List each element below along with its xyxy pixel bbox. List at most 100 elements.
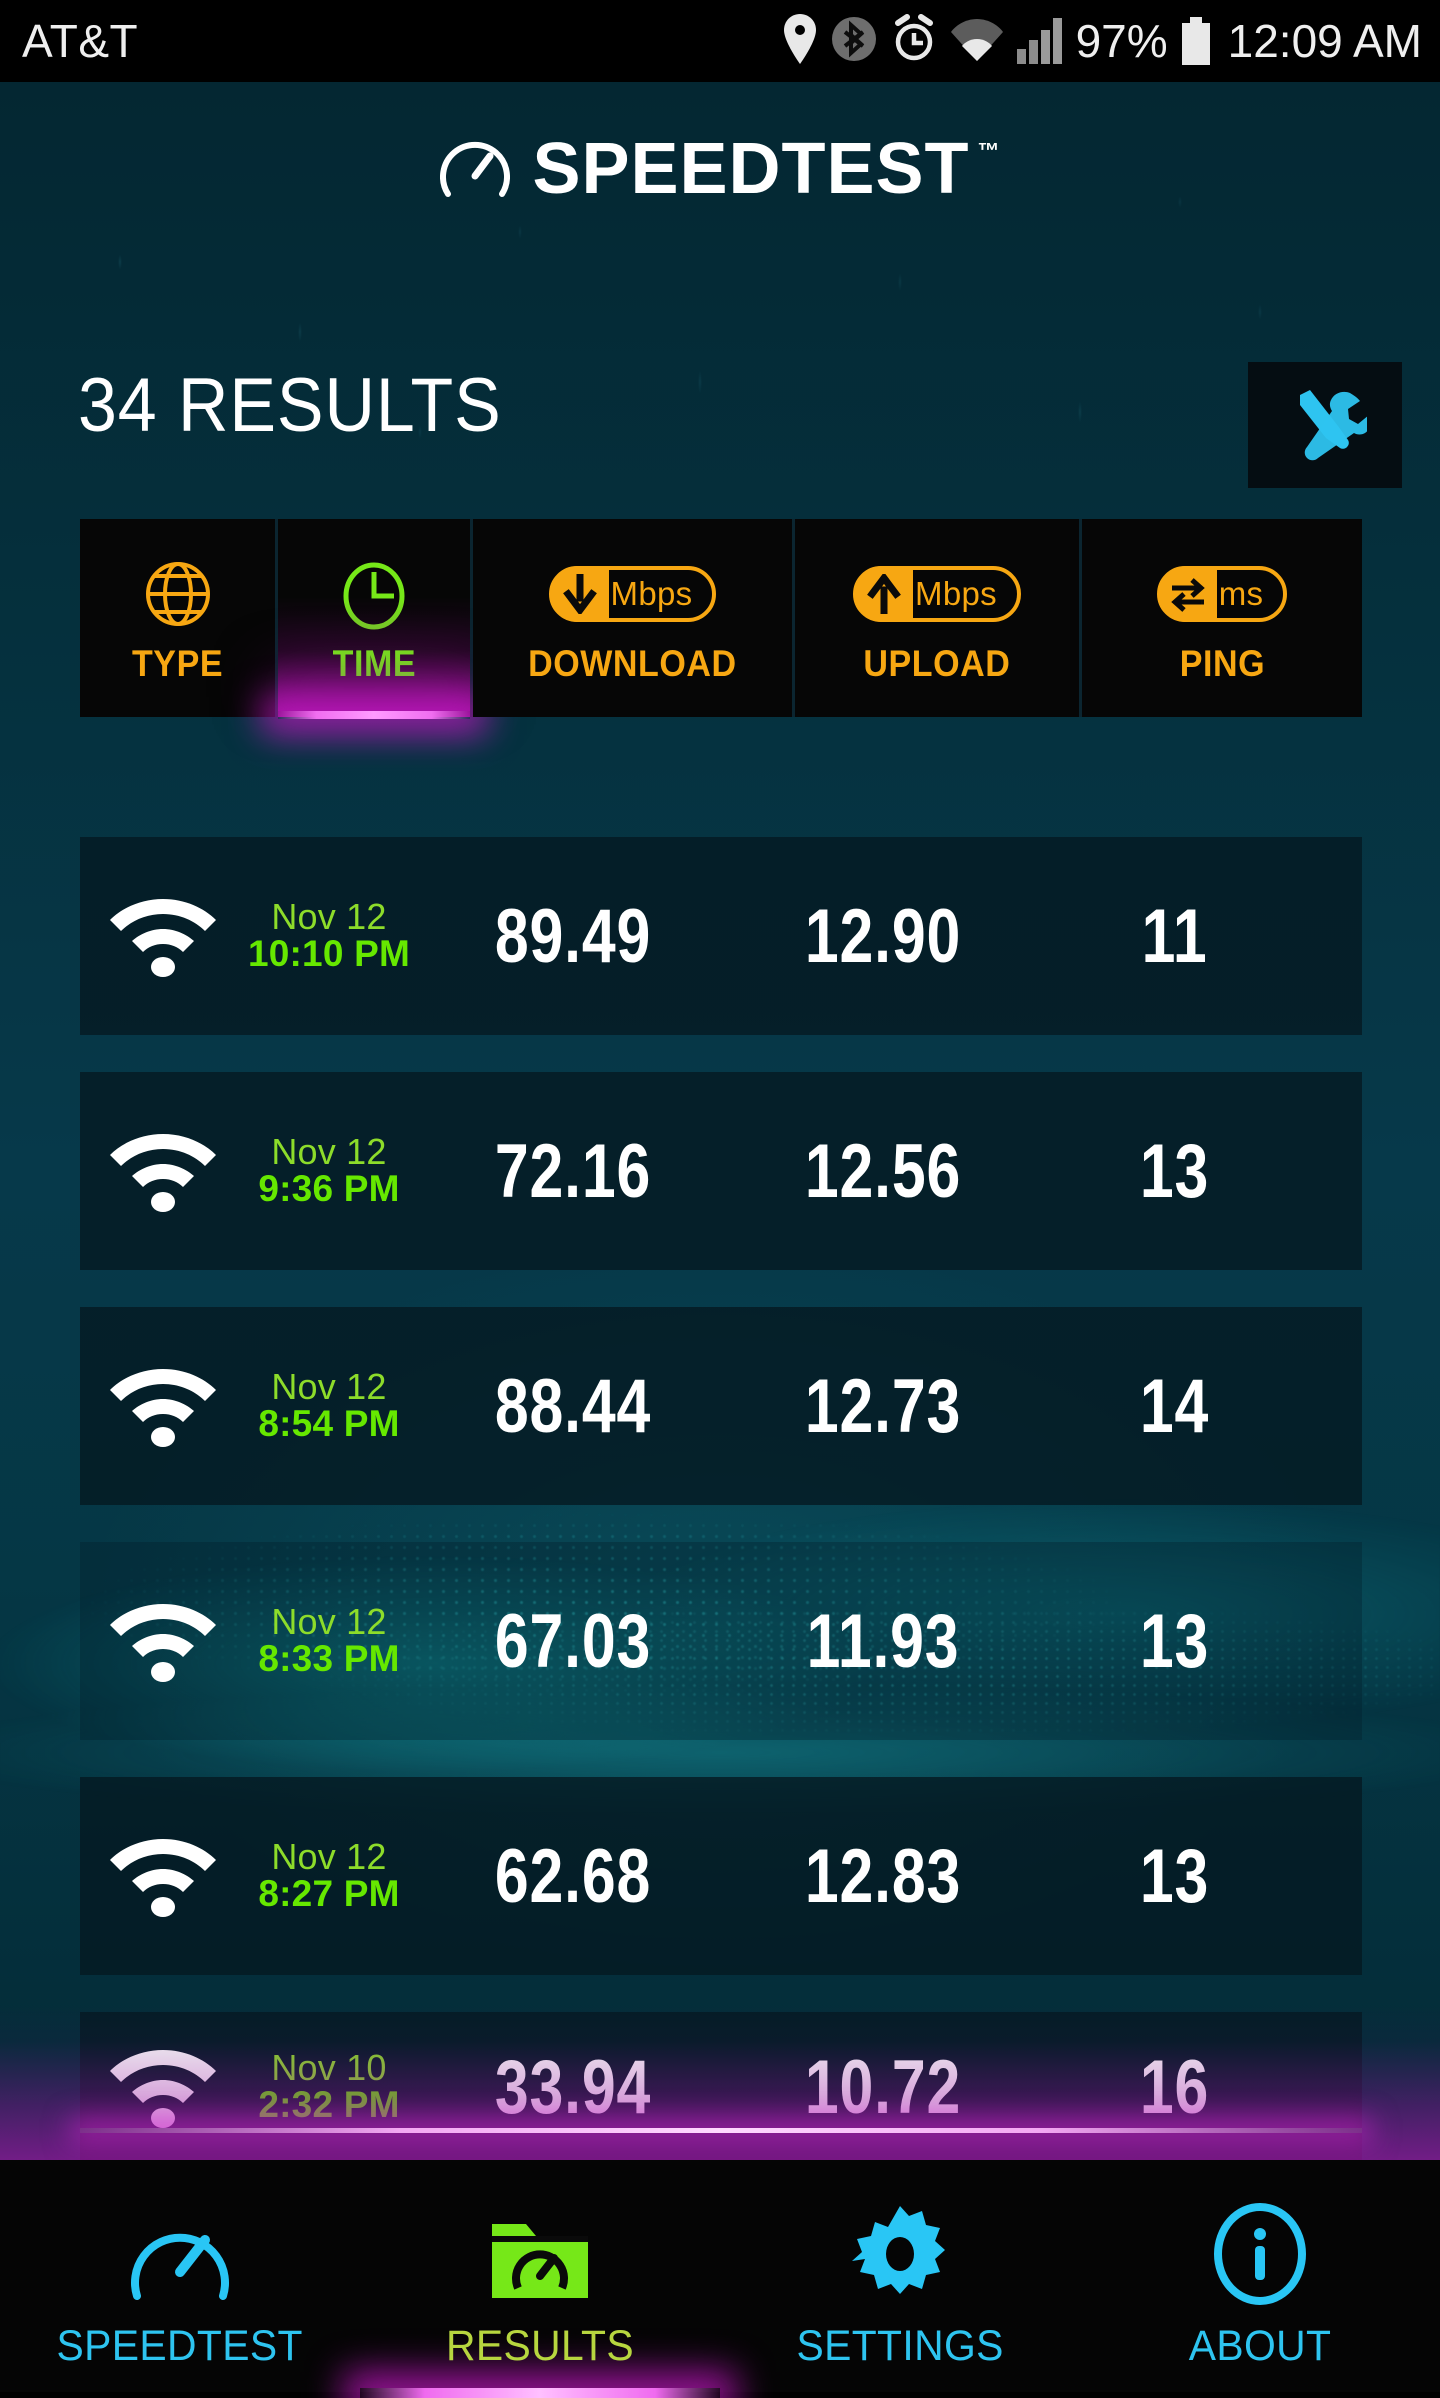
clock-label: 12:09 AM — [1227, 15, 1422, 67]
result-date: Nov 12 — [271, 1835, 387, 1877]
clock-icon — [334, 551, 414, 637]
tab-ping[interactable]: ms PING — [1082, 519, 1362, 717]
tab-time-label: TIME — [332, 643, 416, 684]
gear-icon — [848, 2182, 952, 2306]
tab-ping-unit: ms — [1218, 575, 1264, 612]
nav-item-speedtest-label: SPEEDTEST — [56, 2321, 304, 2370]
status-bar: AT&T 97% 12:09 AM — [0, 0, 1440, 82]
sort-column-tabs[interactable]: TYPE TIME Mbps DOWNLOAD — [80, 519, 1362, 719]
wifi-icon — [80, 1128, 246, 1214]
result-date: Nov 12 — [271, 895, 387, 937]
result-date: Nov 12 — [271, 1600, 387, 1642]
result-timestamp: Nov 12 10:10 PM — [246, 895, 412, 975]
app-body: SPEEDTEST ™ 34 RESULTS — [0, 82, 1440, 2160]
result-download: 33.94 — [494, 2044, 652, 2130]
nav-item-results-label: RESULTS — [445, 2321, 635, 2370]
bluetooth-icon — [831, 16, 877, 67]
battery-percent-label: 97% — [1075, 15, 1168, 67]
result-ping: 11 — [1141, 893, 1208, 979]
result-download: 88.44 — [494, 1363, 652, 1449]
app-logo: SPEEDTEST ™ — [0, 128, 1440, 210]
result-ping: 13 — [1139, 1128, 1210, 1214]
nav-item-results[interactable]: RESULTS — [356, 2160, 724, 2398]
tab-ping-label: PING — [1179, 643, 1265, 684]
wifi-icon — [80, 1598, 246, 1684]
wifi-icon — [80, 1363, 246, 1449]
speedometer-icon — [440, 132, 511, 207]
location-icon — [783, 13, 817, 69]
nav-item-about-label: ABOUT — [1188, 2321, 1332, 2370]
result-timestamp: Nov 12 8:27 PM — [246, 1835, 412, 1915]
nav-item-settings[interactable]: SETTINGS — [720, 2160, 1080, 2392]
tab-upload[interactable]: Mbps UPLOAD — [795, 519, 1082, 717]
wifi-icon — [950, 15, 1003, 68]
result-ping: 13 — [1139, 1833, 1210, 1919]
result-date: Nov 12 — [271, 1365, 387, 1407]
result-upload: 12.83 — [804, 1833, 962, 1919]
result-time: 2:32 PM — [258, 2084, 400, 2126]
title-bar: 34 RESULTS — [0, 352, 1440, 492]
folder-gauge-icon — [488, 2182, 592, 2306]
result-timestamp: Nov 10 2:32 PM — [246, 2046, 412, 2126]
battery-icon — [1181, 17, 1210, 65]
result-ping: 14 — [1139, 1363, 1210, 1449]
result-download: 72.16 — [494, 1128, 652, 1214]
result-upload: 12.56 — [804, 1128, 962, 1214]
tab-upload-unit: Mbps — [915, 575, 997, 612]
result-upload: 10.72 — [804, 2044, 962, 2130]
tab-download-label: DOWNLOAD — [528, 643, 737, 684]
result-upload: 11.93 — [806, 1598, 960, 1684]
result-download: 67.03 — [494, 1598, 652, 1684]
upload-arrow-icon: Mbps — [853, 551, 1021, 637]
table-row[interactable]: Nov 12 10:10 PM 89.49 12.90 11 — [80, 837, 1362, 1035]
exchange-arrows-icon: ms — [1156, 551, 1288, 637]
tools-icon — [1283, 381, 1372, 470]
result-date: Nov 12 — [271, 1130, 387, 1172]
result-download: 89.49 — [494, 893, 652, 979]
tab-download-unit: Mbps — [610, 575, 693, 612]
table-row[interactable]: Nov 12 9:36 PM 72.16 12.56 13 — [80, 1072, 1362, 1270]
tab-download[interactable]: Mbps DOWNLOAD — [473, 519, 795, 717]
results-list: Nov 12 10:10 PM 89.49 12.90 11 Nov 12 9:… — [80, 837, 1362, 2160]
result-download: 62.68 — [494, 1833, 652, 1919]
background-particles — [0, 82, 1440, 502]
tab-type-label: TYPE — [131, 643, 224, 684]
result-upload: 12.73 — [804, 1363, 962, 1449]
globe-icon — [138, 551, 218, 637]
result-time: 8:27 PM — [258, 1873, 400, 1915]
carrier-label: AT&T — [22, 15, 139, 67]
result-timestamp: Nov 12 9:36 PM — [246, 1130, 412, 1210]
tools-button[interactable] — [1248, 362, 1402, 488]
tab-type[interactable]: TYPE — [80, 519, 278, 717]
table-row[interactable]: Nov 12 8:33 PM 67.03 11.93 13 — [80, 1542, 1362, 1740]
result-upload: 12.90 — [804, 893, 962, 979]
nav-item-speedtest[interactable]: SPEEDTEST — [0, 2160, 360, 2392]
table-row[interactable]: Nov 12 8:54 PM 88.44 12.73 14 — [80, 1307, 1362, 1505]
nav-item-settings-label: SETTINGS — [796, 2321, 1004, 2370]
result-time: 8:54 PM — [258, 1403, 400, 1445]
result-date: Nov 10 — [271, 2046, 387, 2088]
result-time: 10:10 PM — [247, 933, 410, 975]
trademark-symbol: ™ — [977, 138, 1000, 163]
bottom-nav[interactable]: SPEEDTEST RESULTS SETTINGS — [0, 2160, 1440, 2398]
result-time: 8:33 PM — [258, 1638, 400, 1680]
wifi-icon — [80, 893, 246, 979]
result-timestamp: Nov 12 8:33 PM — [246, 1600, 412, 1680]
speedometer-icon — [125, 2182, 235, 2306]
table-row[interactable]: Nov 12 8:27 PM 62.68 12.83 13 — [80, 1777, 1362, 1975]
wifi-icon — [80, 2044, 246, 2130]
alarm-icon — [891, 13, 937, 69]
info-circle-icon — [1208, 2182, 1312, 2306]
page-title: 34 RESULTS — [78, 363, 502, 448]
status-bar-icons: 97% 12:09 AM — [783, 13, 1440, 69]
result-timestamp: Nov 12 8:54 PM — [246, 1365, 412, 1445]
result-ping: 13 — [1139, 1598, 1210, 1684]
logo-text: SPEEDTEST — [532, 129, 970, 209]
result-time: 9:36 PM — [258, 1168, 400, 1210]
tab-upload-label: UPLOAD — [863, 643, 1011, 684]
table-row[interactable]: Nov 10 2:32 PM 33.94 10.72 16 — [80, 2012, 1362, 2160]
download-arrow-icon: Mbps — [548, 551, 717, 637]
result-ping: 16 — [1139, 2044, 1210, 2130]
nav-item-about[interactable]: ABOUT — [1080, 2160, 1440, 2392]
tab-time[interactable]: TIME — [278, 519, 473, 719]
